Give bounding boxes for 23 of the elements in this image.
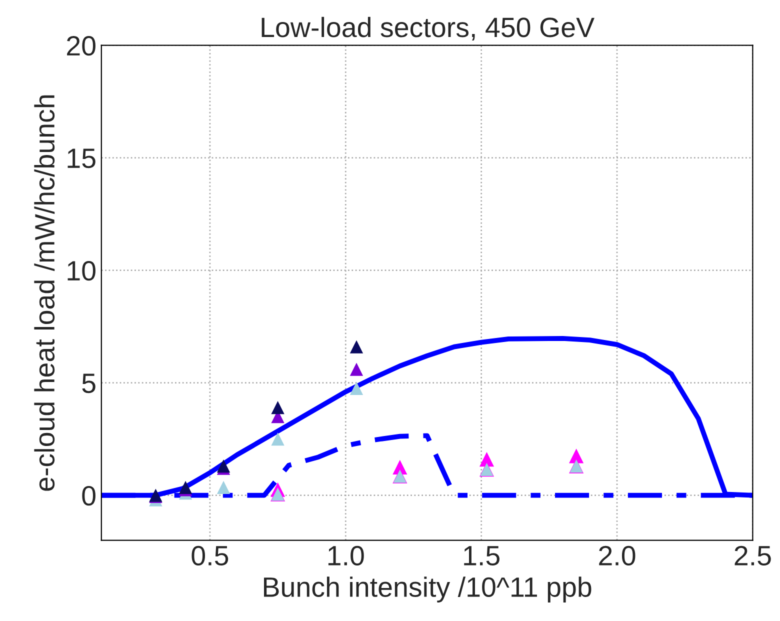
point (216, 459, 230, 473)
y-axis-title: e-cloud heat load /mW/hc/bunch (34, 95, 55, 491)
x-tick-label: 2.0 (599, 546, 636, 566)
x-tick-label: 1.5 (464, 546, 500, 566)
point (350, 340, 364, 354)
y-tick-label: 5 (82, 374, 96, 394)
y-tick-label: 10 (68, 260, 96, 281)
point (479, 452, 494, 467)
y-tick-label: 0 (82, 486, 96, 506)
point (216, 480, 230, 494)
chart-title: Low-load sectors, 450 GeV (262, 16, 594, 41)
y-tick-label: 20 (67, 36, 96, 56)
y-tick-label: 15 (68, 148, 96, 168)
x-tick-label: 1.0 (328, 546, 364, 566)
x-tick-label: 0.5 (192, 546, 228, 566)
point (271, 432, 284, 446)
point (178, 480, 192, 494)
point (350, 362, 364, 376)
point (569, 448, 584, 464)
point (350, 382, 364, 395)
x-tick-label: 2.5 (734, 546, 771, 566)
point (271, 400, 284, 414)
x-axis-title: Bunch intensity /10^11 ppb (264, 576, 592, 602)
